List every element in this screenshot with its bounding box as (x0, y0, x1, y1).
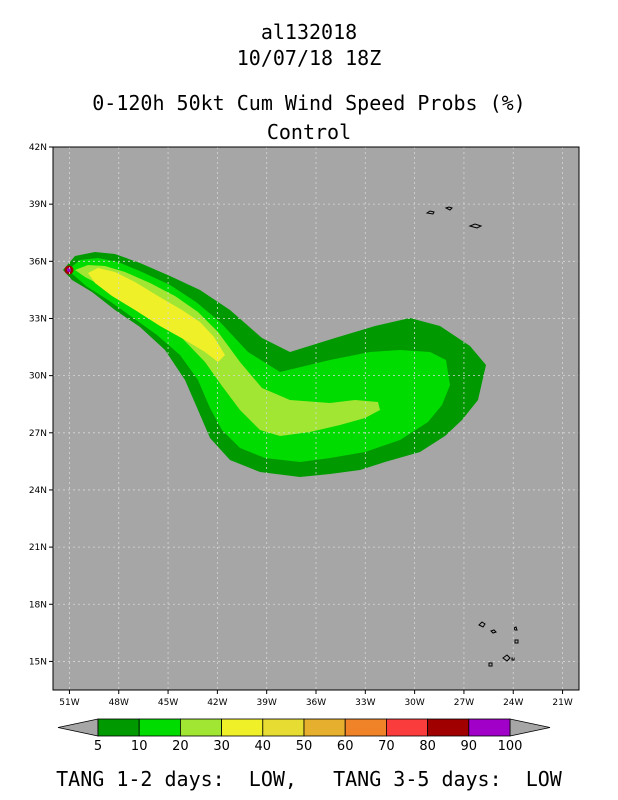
product-title: 0-120h 50kt Cum Wind Speed Probs (%) (92, 91, 526, 115)
lat-label: 42N (29, 143, 47, 153)
azores-island-3 (468, 223, 483, 229)
lat-label: 36N (29, 257, 47, 267)
colorbar-high-arrow (509, 718, 551, 737)
lon-label: 30W (404, 698, 424, 708)
lon-label: 21W (552, 698, 572, 708)
colorbar-label: 40 (255, 739, 272, 754)
colorbar-label: 10 (131, 739, 148, 754)
longitude-labels: 51W 48W 45W 42W 39W 36W 33W 30W 27W 24W 21W (59, 698, 573, 708)
datetime-title: 10/07/18 18Z (236, 46, 382, 70)
lat-label: 30N (29, 372, 47, 382)
colorbar-label: 50 (296, 739, 313, 754)
lon-label: 24W (503, 698, 523, 708)
cape-verde-island-4 (514, 639, 519, 644)
lat-label: 18N (29, 600, 47, 610)
colorbar-swatch (97, 718, 140, 737)
colorbar-swatch (344, 718, 387, 737)
land-outlines (425, 206, 519, 667)
colorbar-label: 100 (498, 739, 523, 754)
colorbar-swatch (385, 718, 428, 737)
azores-island-1 (425, 210, 435, 215)
colorbar-swatch (221, 718, 264, 737)
colorbar (57, 718, 551, 737)
axis-ticks (49, 146, 564, 694)
lon-label: 36W (306, 698, 326, 708)
cape-verde-island-5 (502, 654, 511, 662)
colorbar-swatch (179, 718, 222, 737)
model-title: Control (266, 120, 352, 144)
lon-label: 27W (454, 698, 474, 708)
cape-verde-island-1 (478, 621, 486, 628)
colorbar-label: 80 (419, 739, 436, 754)
colorbar-label: 20 (172, 739, 189, 754)
contour-30-percent (88, 268, 225, 362)
colorbar-swatch (138, 718, 181, 737)
colorbar-swatch (262, 718, 305, 737)
colorbar-swatch (427, 718, 470, 737)
colorbar-label: 30 (213, 739, 230, 754)
lat-label: 27N (29, 429, 47, 439)
map-gridlines (53, 147, 579, 690)
lon-label: 51W (59, 698, 79, 708)
tang-footer: TANG 1-2 days: LOW, TANG 3-5 days: LOW (56, 767, 562, 791)
colorbar-label: 70 (378, 739, 395, 754)
colorbar-label: 90 (461, 739, 478, 754)
cape-verde-island-2 (490, 629, 497, 634)
lon-label: 48W (109, 698, 129, 708)
cape-verde-island-6 (488, 662, 493, 667)
lat-label: 15N (29, 657, 47, 667)
contour-90-percent (67, 268, 71, 272)
lat-label: 39N (29, 200, 47, 210)
latitude-labels: 15N 18N 21N 24N 27N 30N 33N 36N 39N 42N (29, 143, 47, 667)
cape-verde-island-3 (513, 626, 518, 631)
lat-label: 21N (29, 543, 47, 553)
lat-label: 33N (29, 314, 47, 324)
colorbar-label: 5 (94, 739, 102, 754)
colorbar-low-arrow (57, 718, 99, 737)
azores-island-2 (444, 206, 453, 211)
lon-label: 42W (207, 698, 227, 708)
colorbar-swatch (303, 718, 346, 737)
probability-swath (63, 252, 486, 477)
colorbar-label: 60 (337, 739, 354, 754)
lon-label: 33W (355, 698, 375, 708)
colorbar-swatch (468, 718, 511, 737)
lat-label: 24N (29, 486, 47, 496)
colorbar-labels: 5 10 20 30 40 50 60 70 80 90 100 (94, 739, 523, 754)
lon-label: 39W (257, 698, 277, 708)
lon-label: 45W (158, 698, 178, 708)
storm-id-title: al132018 (260, 20, 358, 44)
